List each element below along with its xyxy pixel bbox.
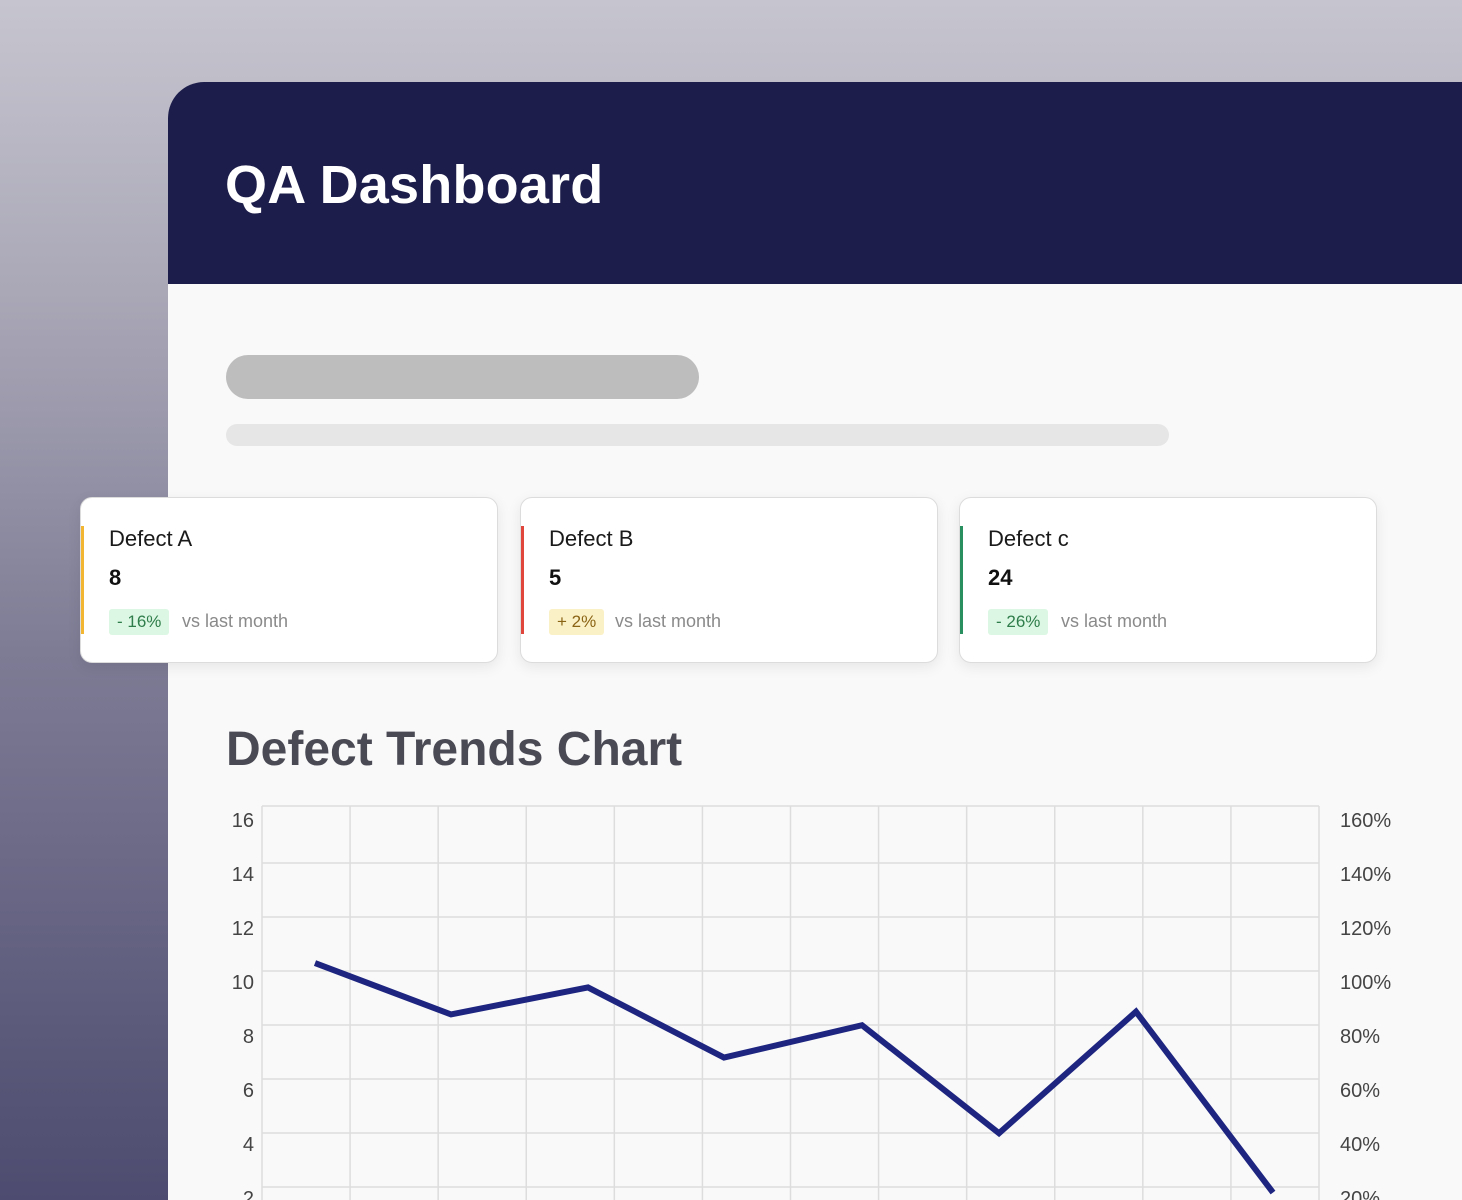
right-axis-tick: 40%: [1340, 1134, 1380, 1156]
left-axis-tick: 12: [232, 918, 254, 940]
left-axis-tick: 6: [243, 1080, 254, 1102]
card-title: Defect c: [988, 526, 1069, 551]
comparison-label: vs last month: [1061, 611, 1168, 631]
left-axis-tick: 10: [232, 972, 254, 994]
series-line: [313, 960, 1276, 1195]
left-axis-tick: 2: [243, 1188, 254, 1200]
app-header: QA Dashboard: [168, 82, 1462, 284]
right-axis-tick: 160%: [1340, 810, 1391, 832]
chart-title: Defect Trends Chart: [226, 723, 683, 776]
placeholder-heading: [226, 355, 699, 399]
card-value: 24: [988, 565, 1013, 590]
left-axis-tick: 16: [232, 810, 254, 832]
metric-card-defect-b[interactable]: Defect B 5 + 2% vs last month: [520, 497, 938, 663]
right-axis-tick: 80%: [1340, 1026, 1380, 1048]
change-badge: - 16%: [109, 609, 170, 635]
right-axis-tick: 140%: [1340, 864, 1391, 886]
card-value: 5: [549, 565, 562, 590]
change-badge: - 26%: [988, 609, 1049, 635]
placeholder-subtext: [226, 424, 1169, 446]
right-axis-tick: 100%: [1340, 972, 1391, 994]
card-accent-bar: [81, 526, 84, 634]
card-value: 8: [109, 565, 122, 590]
right-axis-tick: 20%: [1340, 1188, 1380, 1200]
metric-card-defect-c[interactable]: Defect c 24 - 26% vs last month: [959, 497, 1377, 663]
comparison-label: vs last month: [615, 611, 722, 631]
metric-card-defect-a[interactable]: Defect A 8 - 16% vs last month: [80, 497, 498, 663]
right-axis-tick: 60%: [1340, 1080, 1380, 1102]
change-badge: + 2%: [549, 609, 605, 635]
left-axis-tick: 14: [232, 864, 254, 886]
left-axis-tick: 4: [243, 1134, 254, 1156]
card-accent-bar: [960, 526, 963, 634]
card-title: Defect B: [549, 526, 634, 551]
comparison-label: vs last month: [182, 611, 289, 631]
right-axis-tick: 120%: [1340, 918, 1391, 940]
page-title: QA Dashboard: [225, 155, 604, 215]
left-axis-tick: 8: [243, 1026, 254, 1048]
card-accent-bar: [521, 526, 524, 634]
card-title: Defect A: [109, 526, 193, 551]
